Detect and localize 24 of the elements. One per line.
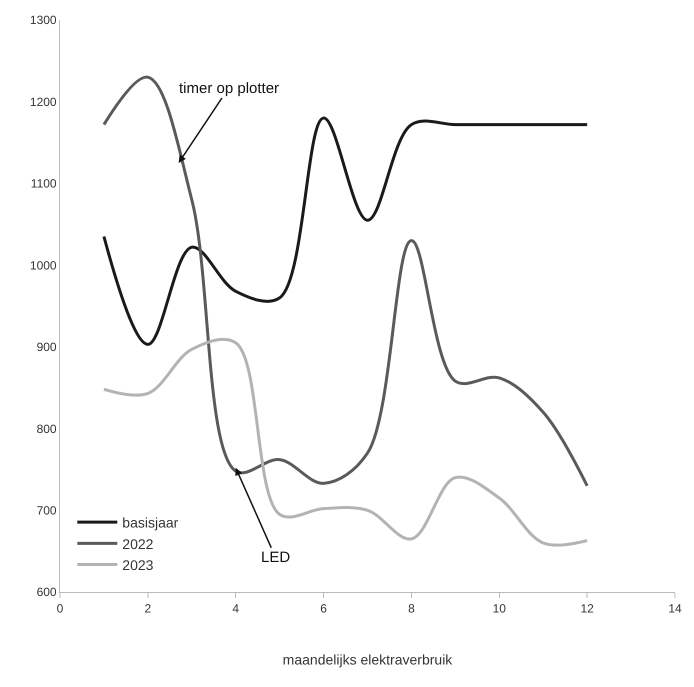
x-tick-label: 6 xyxy=(320,601,328,616)
x-tick-label: 14 xyxy=(668,601,682,616)
y-tick-label: 1300 xyxy=(30,13,57,28)
legend-label: 2022 xyxy=(122,536,154,552)
y-tick-label: 1200 xyxy=(30,94,57,109)
x-tick-label: 2 xyxy=(144,601,152,616)
x-tick-label: 12 xyxy=(580,601,594,616)
x-tick-label: 8 xyxy=(408,601,416,616)
y-tick-label: 900 xyxy=(36,340,57,354)
x-tick-label: 0 xyxy=(56,601,64,616)
x-tick-label: 10 xyxy=(492,601,506,616)
y-tick-label: 800 xyxy=(36,422,57,436)
line-series xyxy=(102,76,589,488)
legend-label: 2023 xyxy=(122,557,154,574)
y-tick-label: 1000 xyxy=(30,258,57,272)
x-axis-title: maandelijks elektraverbruik xyxy=(282,652,454,668)
y-tick-label: 600 xyxy=(36,585,57,600)
legend-label: basisjaar xyxy=(122,514,179,531)
annotation: LED xyxy=(261,549,290,566)
y-tick-label: 700 xyxy=(36,503,57,518)
y-tick-label: 1100 xyxy=(30,176,57,191)
x-tick-label: 4 xyxy=(232,601,240,616)
annotation: timer op plotter xyxy=(179,80,280,97)
line-series xyxy=(102,116,589,346)
